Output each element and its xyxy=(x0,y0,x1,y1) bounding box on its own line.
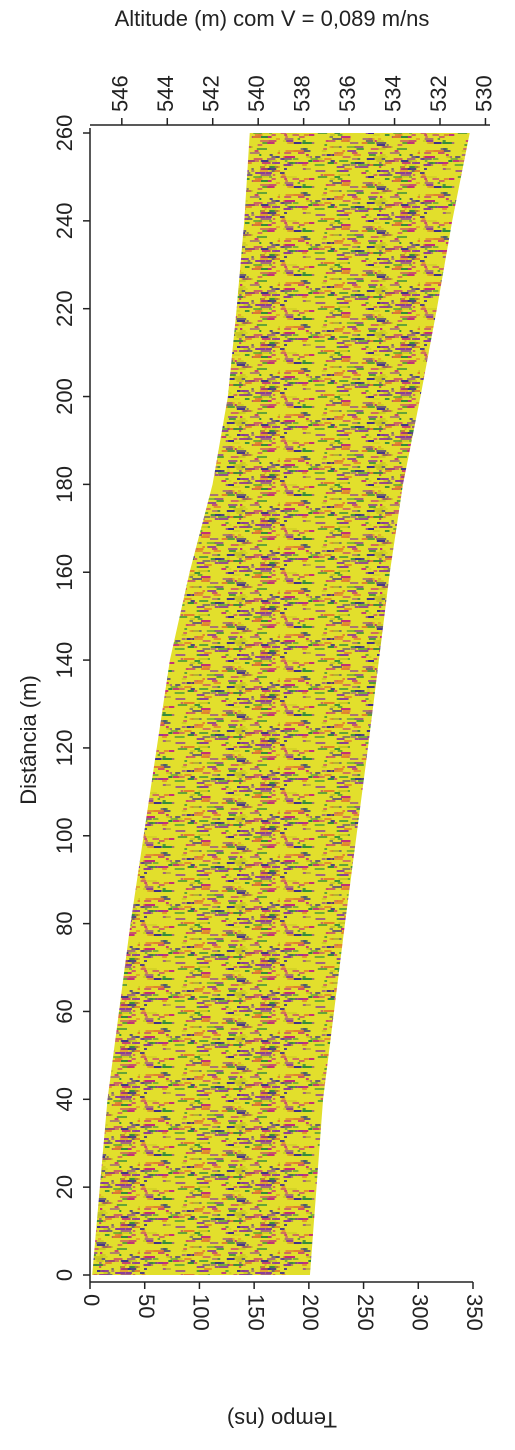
x2-tick-label: 538 xyxy=(289,75,314,112)
y-tick-label: 40 xyxy=(52,1087,77,1111)
x-tick-label: 350 xyxy=(462,1294,487,1331)
y-tick-label: 120 xyxy=(52,730,77,767)
x2-tick-label: 542 xyxy=(199,75,224,112)
x-tick-label: 50 xyxy=(134,1294,159,1318)
y-tick-label: 140 xyxy=(52,642,77,679)
x2-tick-label: 532 xyxy=(426,75,451,112)
y-tick-label: 160 xyxy=(52,554,77,591)
x-tick-label: 250 xyxy=(353,1294,378,1331)
x-tick-label: 100 xyxy=(189,1294,214,1331)
y-tick-label: 0 xyxy=(52,1269,77,1281)
x2-tick-label: 544 xyxy=(153,75,178,112)
x-tick-label: 150 xyxy=(243,1294,268,1331)
x-tick-label: 0 xyxy=(79,1294,104,1306)
y-tick-label: 200 xyxy=(52,378,77,415)
y-tick-label: 80 xyxy=(52,911,77,935)
x2-tick-label: 546 xyxy=(108,75,133,112)
y-tick-label: 100 xyxy=(52,817,77,854)
y-tick-label: 260 xyxy=(52,115,77,152)
y-tick-label: 180 xyxy=(52,466,77,503)
radargram-band xyxy=(92,133,470,1275)
x2-tick-label: 534 xyxy=(380,75,405,112)
x-tick-label: 200 xyxy=(298,1294,323,1331)
y-tick-label: 20 xyxy=(52,1175,77,1199)
y-axis-label: Distância (m) xyxy=(16,675,41,805)
x2-tick-label: 540 xyxy=(244,75,269,112)
y-tick-label: 240 xyxy=(52,202,77,239)
chart-title: Altitude (m) com V = 0,089 m/ns xyxy=(115,6,430,31)
y-tick-label: 220 xyxy=(52,290,77,327)
x-tick-label: 300 xyxy=(407,1294,432,1331)
x2-tick-label: 530 xyxy=(471,75,496,112)
x-axis-label: Tempo (ns) xyxy=(227,1407,337,1432)
x2-tick-label: 536 xyxy=(335,75,360,112)
y-tick-label: 60 xyxy=(52,999,77,1023)
